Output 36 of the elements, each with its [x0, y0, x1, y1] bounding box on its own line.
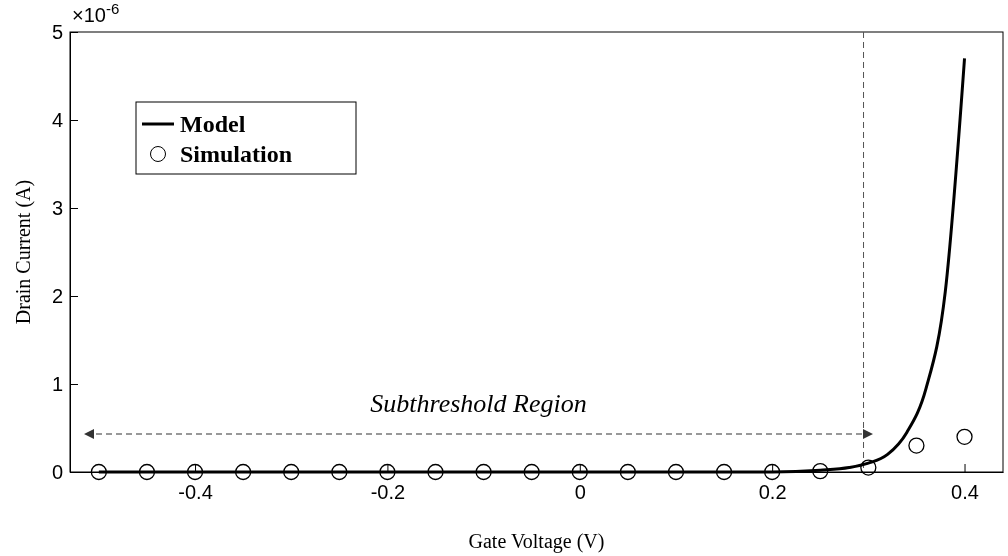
point	[764, 463, 781, 481]
y-tick-label: 5	[51, 20, 63, 43]
point	[186, 463, 204, 481]
point	[331, 463, 348, 481]
x-tick-label: 0.2	[758, 481, 787, 503]
y-tick-label: 2	[51, 284, 63, 307]
point	[667, 463, 685, 481]
x-tick-label: -0.2	[370, 481, 406, 503]
point	[860, 459, 877, 476]
legend-label: Simulation	[180, 141, 293, 167]
y-tick-label: 4	[51, 108, 63, 131]
point	[234, 463, 252, 481]
point	[379, 463, 396, 481]
x-tick-label: -0.4	[178, 481, 213, 503]
point	[523, 463, 540, 481]
legend-label: Model	[180, 111, 246, 137]
point	[908, 437, 925, 454]
point	[571, 463, 588, 481]
annotation: Subthreshold Region	[370, 389, 587, 418]
text: ×10$^{-6}$	[72, 0, 120, 26]
y-tick-label: 0	[51, 460, 63, 483]
point	[475, 463, 492, 481]
x-tick-label: 0	[574, 481, 586, 503]
y-axis-title: Drain Current (A)	[12, 179, 35, 325]
point	[138, 463, 156, 481]
y-tick-label: 1	[51, 372, 63, 395]
point	[283, 463, 300, 481]
point	[619, 463, 637, 481]
point	[90, 463, 108, 481]
point	[715, 463, 733, 481]
point	[427, 463, 444, 481]
y-tick-label: 3	[51, 196, 63, 219]
point	[956, 428, 973, 445]
point	[812, 462, 829, 480]
x-axis-title: Gate Voltage (V)	[468, 530, 605, 553]
x-tick-label: 0.4	[951, 481, 979, 503]
